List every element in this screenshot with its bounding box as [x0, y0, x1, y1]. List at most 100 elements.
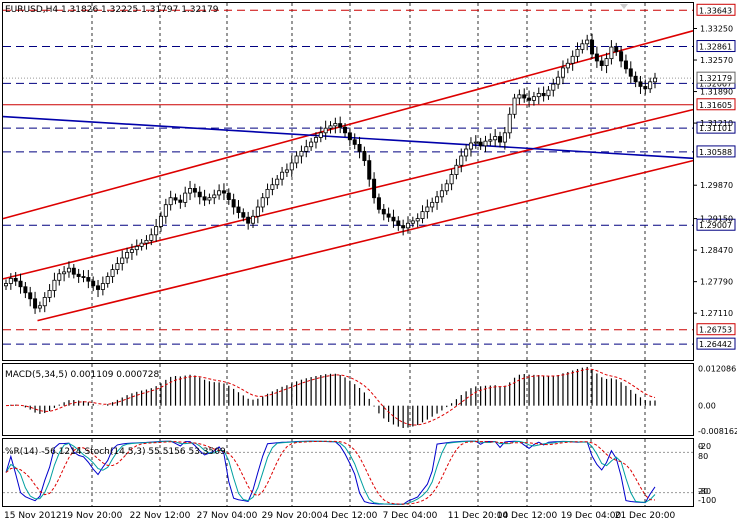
x-tick-label: 27 Nov 04:00: [197, 511, 258, 521]
candle-body: [430, 201, 435, 208]
candle-body: [512, 97, 517, 115]
level-label: 1.29007: [699, 221, 732, 230]
candle-body: [459, 155, 464, 166]
candles: [4, 33, 658, 314]
candle-body: [590, 39, 595, 55]
candle-body: [192, 188, 197, 193]
candle-body: [527, 97, 532, 101]
candle-body: [619, 51, 624, 62]
x-tick-label: 14 Dec 12:00: [497, 511, 558, 521]
candle-body: [231, 199, 236, 208]
candle-body: [251, 215, 256, 224]
level-label: 1.30588: [699, 148, 732, 157]
candle-body: [323, 127, 328, 134]
candle-body: [333, 123, 338, 127]
candle-body: [386, 213, 391, 218]
candle-body: [599, 60, 604, 66]
stoch-tick-label: 0: [698, 442, 703, 451]
macd-tick-label: 0.00: [698, 402, 716, 411]
level-label: 1.33643: [699, 6, 732, 15]
x-tick-label: 19 Dec 04:00: [561, 511, 622, 521]
candle-body: [653, 77, 658, 83]
candle-body: [488, 139, 493, 142]
candle-body: [498, 136, 503, 143]
candle-body: [100, 283, 105, 290]
candle-body: [347, 132, 352, 141]
candle-body: [255, 206, 260, 217]
candle-body: [42, 297, 47, 307]
candle-body: [62, 271, 67, 275]
stoch-lines: [3, 440, 693, 505]
candle-body: [338, 123, 343, 128]
stoch-panel-frame: [2, 438, 694, 507]
macd-tick-label: -0.008162: [698, 427, 737, 436]
candle-body: [328, 125, 333, 129]
candle-body: [4, 283, 9, 287]
candle-body: [105, 276, 110, 284]
candle-body: [580, 43, 585, 50]
macd-histogram: [10, 366, 656, 429]
candle-body: [149, 234, 154, 241]
y-tick-label: 1.31210: [700, 119, 733, 128]
y-tick-label: 1.32570: [700, 56, 733, 65]
candle-body: [318, 132, 323, 138]
stoch-tick-label: 80: [698, 452, 708, 461]
candle-body: [570, 55, 575, 64]
x-tick-label: 15 Nov 2012: [4, 511, 62, 521]
candle-body: [71, 267, 76, 275]
channel-lower: [37, 159, 694, 322]
candle-body: [415, 218, 420, 222]
horizontal-levels: 1.33643 1.32861 1.32067 1.31605 1.31101 1.305…: [3, 3, 736, 350]
candle-body: [643, 86, 648, 90]
level-label-box: [696, 337, 736, 350]
x-tick-label: 29 Nov 20:00: [262, 511, 323, 521]
level-label: 1.26442: [699, 340, 732, 349]
current-price-label: 1.32179: [699, 74, 732, 83]
macd-signal-line: [5, 368, 656, 426]
candle-body: [188, 188, 193, 194]
candle-body: [178, 199, 183, 203]
candle-body: [376, 197, 381, 210]
stoch-signal-line: [5, 440, 656, 505]
channel-middle: [2, 108, 694, 280]
stoch-label: %R(14) -56.1214 Stoch(14,5,3) 55.5156 53…: [5, 447, 226, 457]
candle-body: [202, 196, 207, 201]
candle-body: [129, 249, 134, 253]
candle-body: [134, 246, 139, 251]
shift-marker-icon[interactable]: [620, 4, 628, 9]
level-label-box: [696, 218, 736, 231]
time-axis: 15 Nov 2012 19 Nov 20:00 22 Nov 12:00 27 No…: [4, 511, 676, 521]
candle-body: [57, 273, 62, 281]
candle-body: [560, 67, 565, 78]
stoch-tick-label: 20: [698, 487, 708, 496]
candle-body: [541, 93, 546, 97]
candle-body: [381, 208, 386, 215]
y-tick-label: 1.28470: [700, 246, 733, 255]
candle-body: [435, 196, 440, 203]
candle-body: [313, 137, 318, 143]
candle-body: [522, 94, 527, 99]
candle-body: [405, 222, 410, 229]
candle-body: [609, 46, 614, 60]
level-label-box: [696, 145, 736, 158]
candle-body: [444, 183, 449, 192]
stoch-tick-label: -20: [698, 442, 711, 451]
y-tick-label: 1.27110: [700, 309, 733, 318]
candle-body: [120, 257, 125, 264]
candle-body: [420, 211, 425, 219]
candle-body: [115, 263, 120, 270]
candle-body: [594, 53, 599, 62]
candle-body: [304, 146, 309, 152]
candle-body: [343, 126, 348, 134]
candle-body: [648, 81, 653, 90]
candle-body: [76, 273, 81, 277]
candle-body: [367, 160, 372, 180]
candle-body: [531, 96, 536, 101]
candle-body: [212, 194, 217, 199]
candle-body: [8, 277, 13, 284]
candle-body: [52, 279, 57, 291]
candle-body: [173, 197, 178, 201]
candle-body: [144, 239, 149, 244]
